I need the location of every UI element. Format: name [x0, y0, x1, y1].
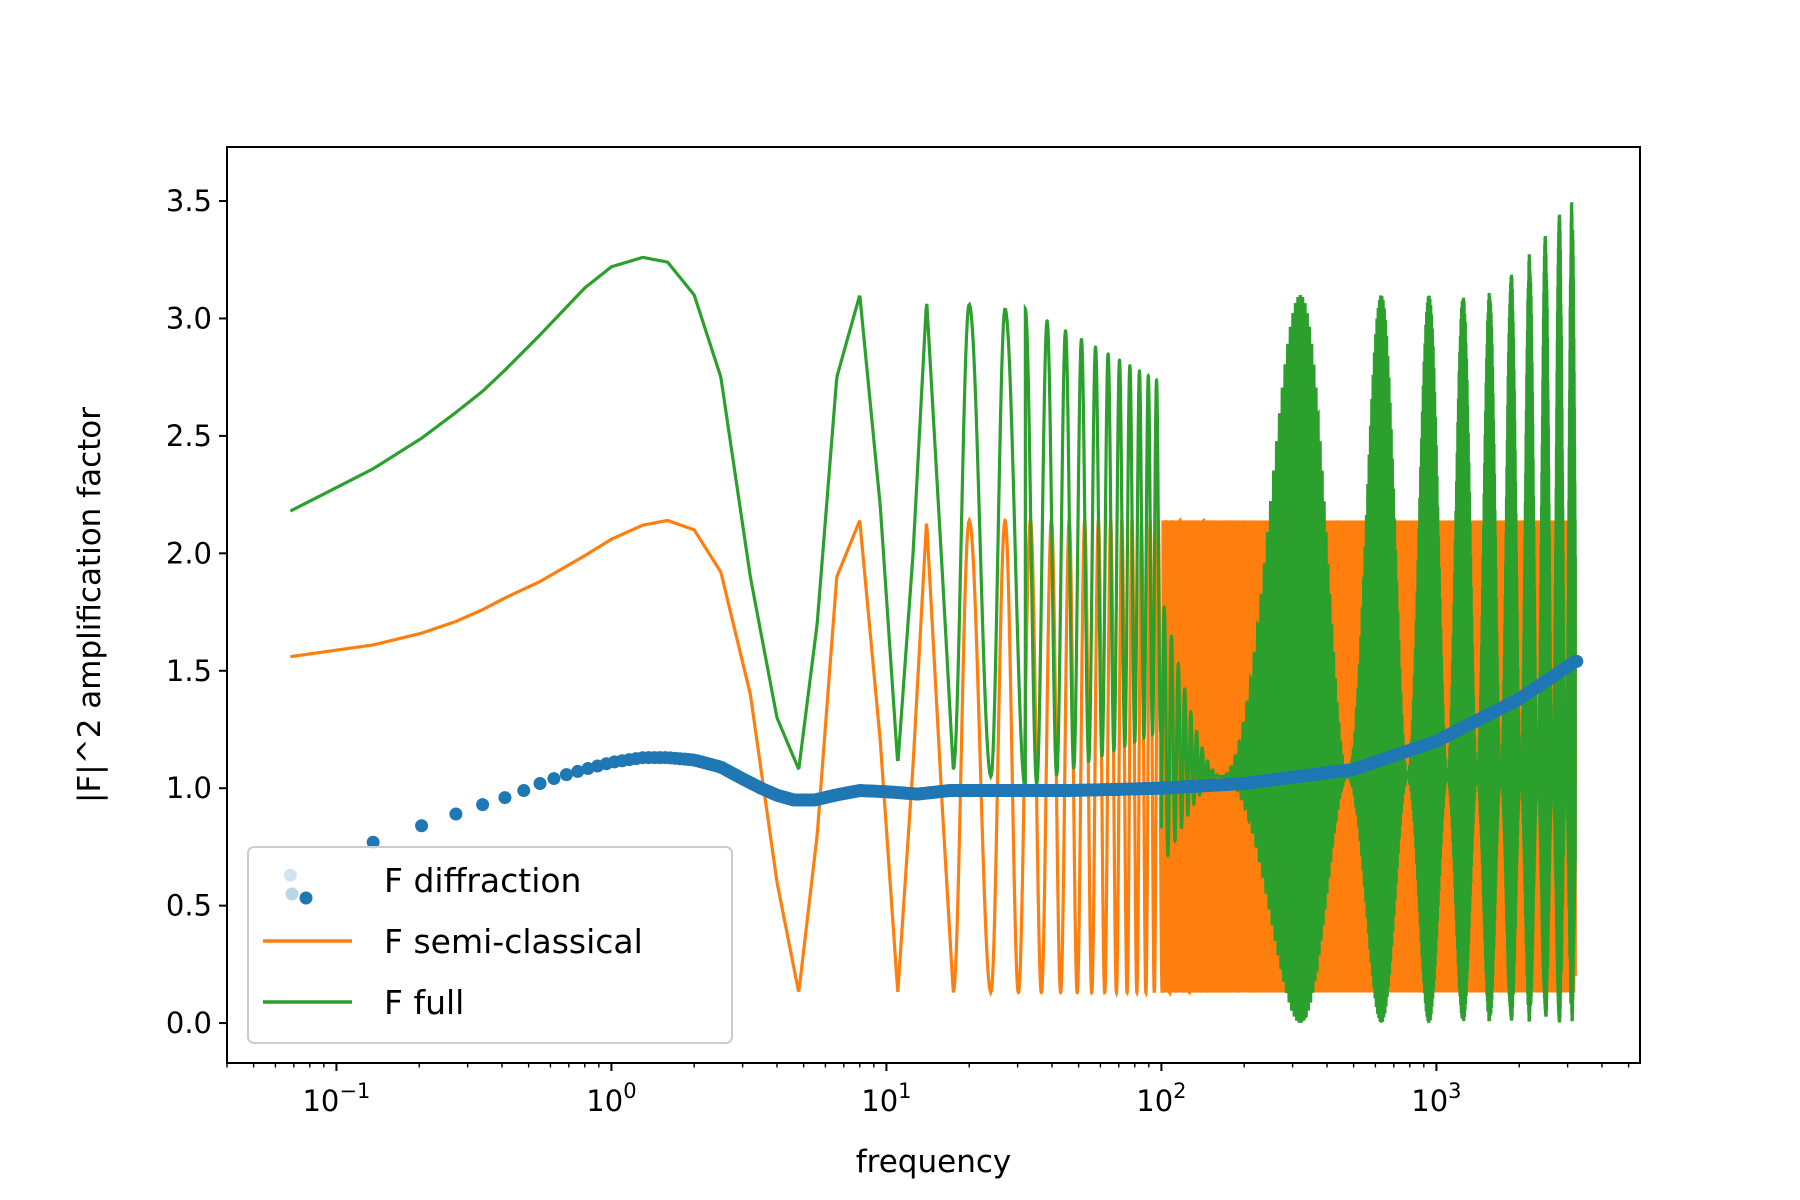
y-tick-label: 3.0 [166, 301, 212, 335]
legend-marker-diffraction-faded [285, 887, 299, 901]
diffraction-point [547, 772, 561, 786]
legend-box [247, 846, 733, 1044]
diffraction-point [366, 835, 380, 849]
diffraction-point [559, 768, 573, 782]
diffraction-point [449, 807, 463, 821]
legend-label: F semi-classical [384, 922, 643, 961]
y-axis: 0.0 0.5 1.0 1.5 2.0 2.5 3.0 3.5 [166, 184, 227, 1040]
y-tick-label: 0.5 [166, 889, 212, 923]
diffraction-point [415, 819, 429, 833]
x-tick-label: 103 [1411, 1079, 1461, 1118]
diffraction-point [517, 784, 531, 798]
x-axis: 10−1 100 101 102 103 [226, 1063, 1630, 1118]
series-markers-diffraction [283, 654, 1584, 882]
legend-marker-diffraction [299, 891, 313, 905]
x-axis-label: frequency [856, 1144, 1011, 1180]
x-tick-label: 101 [861, 1079, 911, 1118]
plot-content [283, 202, 1584, 1023]
x-tick-label: 100 [586, 1079, 636, 1118]
legend: F diffraction F semi-classical F full [247, 846, 733, 1044]
diffraction-point [571, 764, 585, 778]
y-tick-label: 0.0 [166, 1006, 212, 1040]
series-line-full [289, 202, 1577, 1023]
plot-frame [226, 146, 1641, 1064]
y-tick-label: 1.5 [166, 654, 212, 688]
x-tick-label: 102 [1136, 1079, 1186, 1118]
legend-label: F full [384, 983, 464, 1022]
y-axis-label: |F|^2 amplification factor [72, 407, 108, 803]
diffraction-point [1570, 654, 1584, 668]
y-tick-label: 3.5 [166, 184, 212, 218]
x-tick-label: 10−1 [302, 1079, 370, 1118]
y-tick-label: 1.0 [166, 771, 212, 805]
diffraction-point [498, 791, 512, 805]
diffraction-point [476, 798, 490, 812]
legend-label: F diffraction [384, 861, 581, 900]
diffraction-point [533, 777, 547, 791]
y-tick-label: 2.5 [166, 419, 212, 453]
y-tick-label: 2.0 [166, 536, 212, 570]
